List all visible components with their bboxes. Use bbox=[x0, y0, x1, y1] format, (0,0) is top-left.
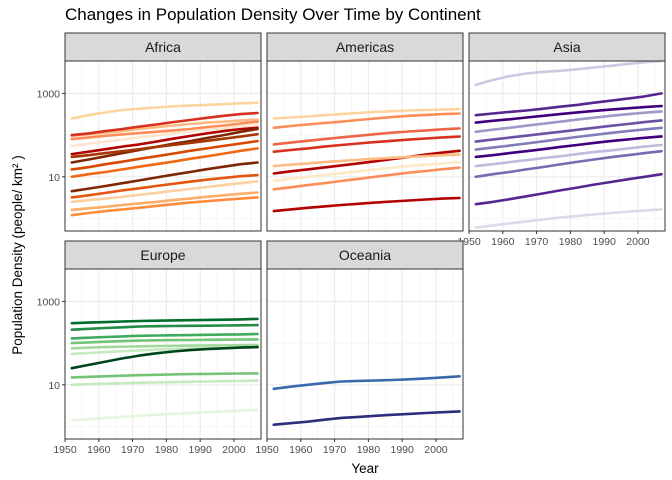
panel-border bbox=[64, 60, 262, 232]
y-tick-label: 1000 bbox=[37, 88, 61, 100]
y-axis-title: Population Density (people/ km² ) bbox=[10, 155, 25, 355]
series-line bbox=[474, 126, 663, 151]
series-line bbox=[70, 111, 259, 137]
series-line bbox=[272, 135, 461, 153]
x-tick-label: 1990 bbox=[188, 444, 212, 456]
panel-background bbox=[267, 269, 463, 439]
x-tick-label: 1990 bbox=[390, 444, 414, 456]
x-tick-label: 1980 bbox=[155, 444, 179, 456]
x-tick-label: 1950 bbox=[255, 444, 279, 456]
panel-border bbox=[266, 60, 464, 232]
series-line bbox=[70, 379, 259, 387]
x-tick-label: 1990 bbox=[592, 236, 616, 248]
series-line bbox=[474, 59, 663, 87]
series-line bbox=[474, 149, 663, 179]
panel-border bbox=[468, 60, 666, 232]
series-line bbox=[70, 180, 259, 204]
series-line bbox=[70, 120, 259, 141]
series-line bbox=[272, 112, 461, 130]
series-line bbox=[474, 143, 663, 168]
facet-strip bbox=[64, 32, 262, 62]
series-line bbox=[272, 166, 461, 191]
facet-strip-label: Americas bbox=[336, 39, 394, 55]
series-line bbox=[474, 104, 663, 124]
series-group bbox=[70, 317, 259, 422]
series-line bbox=[272, 196, 461, 213]
series-line bbox=[272, 127, 461, 146]
facet-strip-label: Africa bbox=[145, 39, 181, 55]
facet-grid: Africa 10 1000 Americas Asia 1950 1960 1970 1980… bbox=[37, 32, 666, 456]
panel-background bbox=[267, 61, 463, 231]
series-line bbox=[70, 147, 259, 179]
x-tick-label: 1970 bbox=[525, 236, 549, 248]
facet-panel-africa: Africa 10 1000 bbox=[37, 32, 262, 232]
series-line bbox=[272, 410, 461, 427]
series-line bbox=[70, 123, 259, 148]
series-line bbox=[70, 161, 259, 193]
panel-border bbox=[266, 268, 464, 440]
series-line bbox=[70, 196, 259, 217]
series-group bbox=[70, 101, 259, 217]
x-tick-label: 2000 bbox=[424, 444, 448, 456]
y-tick-label: 10 bbox=[48, 172, 60, 184]
x-tick-label: 1960 bbox=[289, 444, 313, 456]
series-group bbox=[272, 374, 461, 427]
x-tick-label: 1950 bbox=[53, 444, 77, 456]
facet-strip-label: Oceania bbox=[339, 247, 391, 263]
series-line bbox=[474, 172, 663, 206]
series-line bbox=[70, 139, 259, 171]
series-line bbox=[70, 408, 259, 422]
panel-border bbox=[64, 268, 262, 440]
series-line bbox=[474, 119, 663, 143]
facet-strip-label: Europe bbox=[140, 247, 185, 263]
facet-strip-label: Asia bbox=[553, 39, 580, 55]
y-tick-label: 10 bbox=[48, 380, 60, 392]
facet-strip bbox=[64, 240, 262, 270]
series-line bbox=[474, 208, 663, 229]
facet-strip bbox=[266, 240, 464, 270]
x-tick-label: 1980 bbox=[559, 236, 583, 248]
facet-panel-oceania: Oceania 1950 1960 1970 1980 1990 2000 bbox=[255, 240, 464, 456]
series-line bbox=[272, 160, 461, 183]
x-tick-label: 2000 bbox=[222, 444, 246, 456]
series-line bbox=[70, 332, 259, 340]
series-line bbox=[474, 110, 663, 134]
x-tick-label: 1980 bbox=[357, 444, 381, 456]
series-line bbox=[70, 101, 259, 120]
facet-panel-americas: Americas bbox=[266, 32, 464, 232]
x-tick-label: 1970 bbox=[323, 444, 347, 456]
series-line bbox=[70, 317, 259, 325]
gridlines bbox=[468, 61, 665, 231]
series-line bbox=[474, 135, 663, 159]
facet-strip bbox=[468, 32, 666, 62]
series-line bbox=[272, 107, 461, 120]
series-line bbox=[272, 153, 461, 168]
series-group bbox=[272, 107, 461, 213]
series-line bbox=[70, 118, 259, 138]
series-group bbox=[474, 59, 663, 229]
series-line bbox=[70, 345, 259, 370]
x-tick-label: 1960 bbox=[87, 444, 111, 456]
series-line bbox=[70, 343, 259, 350]
series-line bbox=[474, 92, 663, 117]
y-tick-label: 1000 bbox=[37, 296, 61, 308]
series-line bbox=[70, 338, 259, 345]
series-line bbox=[70, 323, 259, 332]
x-tick-label: 1960 bbox=[491, 236, 515, 248]
series-line bbox=[70, 126, 259, 156]
series-line bbox=[70, 173, 259, 199]
series-line bbox=[70, 132, 259, 159]
x-tick-label: 1970 bbox=[121, 444, 145, 456]
series-line bbox=[272, 374, 461, 391]
facet-panel-europe: Europe 10 1000 1950 1960 1970 1980 1990 2000 bbox=[37, 240, 262, 456]
x-tick-label: 2000 bbox=[626, 236, 650, 248]
chart-title: Changes in Population Density Over Time … bbox=[65, 5, 481, 24]
series-line bbox=[70, 191, 259, 212]
series-line bbox=[272, 149, 461, 175]
x-axis-title: Year bbox=[351, 461, 379, 476]
series-line bbox=[70, 372, 259, 379]
